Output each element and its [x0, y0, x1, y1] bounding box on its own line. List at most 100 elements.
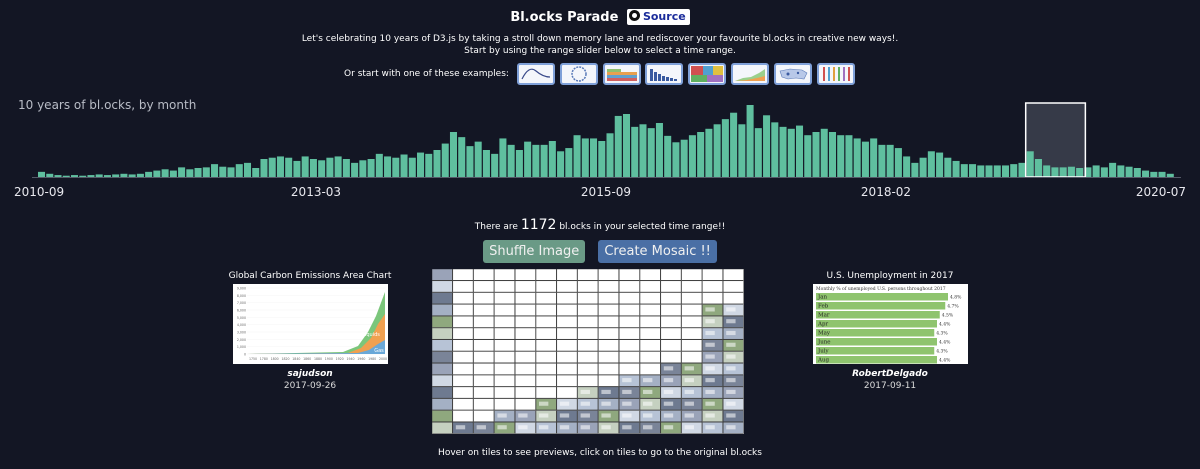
mosaic-tile[interactable] — [514, 374, 536, 387]
mosaic-tile[interactable] — [494, 374, 515, 387]
mosaic-tile[interactable] — [473, 351, 495, 364]
mosaic-tile[interactable] — [514, 339, 536, 352]
mosaic-tile[interactable] — [431, 268, 453, 281]
mosaic-tile[interactable] — [577, 363, 599, 375]
mosaic-tile[interactable] — [494, 292, 515, 305]
mosaic-tile[interactable] — [639, 280, 661, 293]
mosaic-tile[interactable] — [535, 363, 557, 375]
mosaic-tile[interactable] — [618, 280, 640, 293]
mosaic-tile[interactable] — [473, 280, 495, 293]
mosaic-tile[interactable] — [494, 327, 515, 340]
mosaic-tile[interactable] — [452, 268, 474, 281]
mosaic-tile[interactable] — [556, 304, 578, 316]
mosaic-tile[interactable] — [514, 280, 536, 293]
mosaic-tile[interactable] — [514, 292, 536, 305]
mosaic-tile[interactable] — [618, 327, 640, 340]
mosaic-tile[interactable] — [473, 363, 495, 375]
circle-thumbnail-icon[interactable] — [559, 63, 598, 85]
mosaic-tile[interactable] — [514, 363, 536, 375]
mosaic-tile[interactable] — [494, 280, 515, 293]
mosaic-tile[interactable] — [598, 268, 619, 281]
mosaic-tile[interactable] — [639, 363, 661, 375]
mosaic-tile[interactable] — [494, 268, 515, 281]
mosaic-tile[interactable] — [452, 304, 474, 316]
mosaic-tile[interactable] — [535, 374, 557, 387]
mosaic-tile[interactable] — [577, 374, 599, 387]
treemap-thumbnail-icon[interactable] — [688, 63, 727, 85]
mosaic-tile[interactable] — [514, 327, 536, 340]
left-card-thumbnail[interactable]: 9,000 8,000 7,000 6,000 5,000 4,000 3,000 2,000… — [232, 284, 388, 364]
mosaic-tile[interactable] — [618, 292, 640, 305]
mosaic-tile[interactable] — [681, 315, 703, 328]
mosaic-tile[interactable] — [681, 292, 703, 305]
mosaic-tile[interactable] — [494, 339, 515, 352]
mosaic-tile[interactable] — [535, 351, 557, 364]
mosaic-tile[interactable] — [618, 268, 640, 281]
mosaic-tile[interactable] — [452, 280, 474, 293]
mosaic-tile[interactable] — [494, 351, 515, 364]
mosaic-tile[interactable] — [473, 398, 495, 411]
mosaic-tile[interactable] — [702, 280, 723, 293]
mosaic-tile[interactable] — [556, 327, 578, 340]
mosaic-tile[interactable] — [514, 268, 536, 281]
usmap-thumbnail-icon[interactable] — [774, 63, 813, 85]
mosaic-tile[interactable] — [556, 386, 578, 399]
mosaic-tile[interactable] — [660, 327, 682, 340]
mosaic-tile[interactable] — [660, 315, 682, 328]
mosaic-tile[interactable] — [514, 351, 536, 364]
mosaic-tile[interactable] — [535, 280, 557, 293]
mosaic-tile[interactable] — [556, 292, 578, 305]
mosaic-tile[interactable] — [660, 268, 682, 281]
mosaic-tile[interactable] — [681, 268, 703, 281]
mosaic-tile[interactable] — [722, 268, 744, 281]
mosaic-tile[interactable] — [452, 339, 474, 352]
right-preview-card[interactable]: U.S. Unemployment in 2017 Monthly % of u… — [800, 270, 980, 391]
mosaic-tile[interactable] — [431, 398, 453, 411]
right-card-thumbnail[interactable]: Monthly % of unemployed U.S. persons thr… — [812, 284, 968, 364]
mosaic-tile[interactable] — [639, 292, 661, 305]
mosaic-tile[interactable] — [598, 280, 619, 293]
mosaic-tile[interactable] — [514, 304, 536, 316]
mosaic-tile[interactable] — [452, 351, 474, 364]
brush-selection[interactable] — [1025, 103, 1086, 177]
mosaic-tile[interactable] — [639, 268, 661, 281]
barchart-thumbnail-icon[interactable] — [645, 63, 684, 85]
mosaic-tile[interactable] — [660, 304, 682, 316]
mosaic-tile[interactable] — [514, 315, 536, 328]
mosaic-tile[interactable] — [556, 339, 578, 352]
mosaic-tile[interactable] — [535, 327, 557, 340]
mosaic-tile[interactable] — [598, 304, 619, 316]
mosaic-tile[interactable] — [660, 280, 682, 293]
colorbars-thumbnail-icon[interactable] — [602, 63, 641, 85]
mosaic-tile[interactable] — [577, 351, 599, 364]
mosaic-tile[interactable] — [598, 315, 619, 328]
mosaic-tile[interactable] — [577, 304, 599, 316]
mosaic-tile[interactable] — [431, 327, 453, 340]
mosaic-tile[interactable] — [681, 339, 703, 352]
mosaic-tile[interactable] — [577, 315, 599, 328]
mosaic-tile[interactable] — [535, 315, 557, 328]
mosaic-tile[interactable] — [681, 351, 703, 364]
mosaic-tile[interactable] — [577, 339, 599, 352]
create-mosaic-button[interactable]: Create Mosaic !! — [598, 240, 717, 263]
mosaic-tile[interactable] — [494, 315, 515, 328]
mosaic-tile[interactable] — [598, 374, 619, 387]
mosaic-tile[interactable] — [473, 315, 495, 328]
mosaic-tile[interactable] — [452, 398, 474, 411]
mosaic-tile[interactable] — [556, 351, 578, 364]
mosaic-tile[interactable] — [681, 327, 703, 340]
mosaic-tile[interactable] — [556, 374, 578, 387]
mosaic-tile[interactable] — [577, 292, 599, 305]
mosaic-tile[interactable] — [473, 268, 495, 281]
mosaic-tile[interactable] — [431, 280, 453, 293]
mosaic-tile[interactable] — [681, 280, 703, 293]
mosaic-tile[interactable] — [452, 363, 474, 375]
mosaic-tile[interactable] — [452, 327, 474, 340]
mosaic-tile[interactable] — [473, 304, 495, 316]
mosaic-tile[interactable] — [556, 268, 578, 281]
mosaic-tile[interactable] — [431, 410, 453, 422]
mosaic-tile[interactable] — [431, 315, 453, 328]
mosaic-tile[interactable] — [660, 339, 682, 352]
mosaic-tile[interactable] — [473, 339, 495, 352]
mosaic-tile[interactable] — [722, 280, 744, 293]
